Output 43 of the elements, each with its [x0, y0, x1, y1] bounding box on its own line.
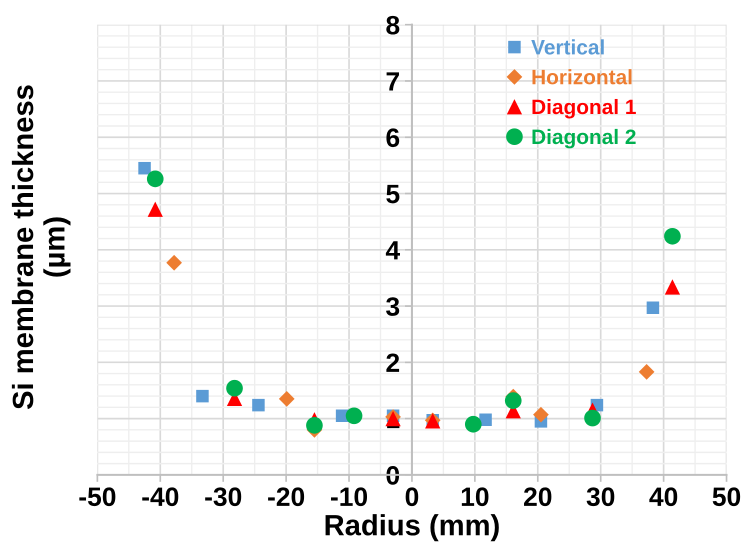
- y-tick-label: 6: [386, 128, 400, 148]
- y-axis-title: Si membrane thickness (µm): [12, 85, 71, 410]
- legend-label: Vertical: [531, 39, 604, 55]
- point: [306, 417, 323, 434]
- legend-label: Diagonal 2: [532, 128, 636, 148]
- legend-label: Horizontal: [532, 69, 632, 84]
- point: [252, 398, 265, 412]
- legend-label: Diagonal 1: [532, 98, 636, 118]
- point: [146, 170, 164, 188]
- x-tick-label: 40: [649, 487, 678, 506]
- point: [664, 228, 681, 245]
- x-tick-label: 30: [586, 487, 614, 506]
- point: [346, 407, 362, 424]
- x-axis-title: Radius (mm): [326, 514, 499, 542]
- y-tick-label: 7: [386, 72, 399, 91]
- point: [226, 380, 243, 397]
- x-tick-label: -20: [268, 487, 304, 506]
- point: [664, 279, 680, 295]
- point: [138, 162, 151, 174]
- x-tick-label: 50: [712, 487, 740, 506]
- x-tick-label: -30: [205, 487, 242, 506]
- x-tick-label: 20: [524, 487, 552, 506]
- x-tick-label: -40: [142, 487, 178, 506]
- point: [646, 302, 660, 314]
- x-tick-label: -10: [330, 487, 368, 506]
- x-tick-label: -50: [79, 487, 116, 506]
- point: [148, 202, 163, 217]
- point: [464, 416, 482, 433]
- y-tick-label: 5: [386, 184, 400, 204]
- x-tick-label: 0: [406, 487, 418, 506]
- point: [638, 364, 654, 380]
- point: [196, 390, 209, 402]
- point: [584, 410, 601, 426]
- y-tick-label: 2: [386, 353, 400, 372]
- point: [504, 392, 522, 409]
- y-tick-label: 3: [386, 297, 400, 316]
- point: [278, 391, 295, 407]
- point: [166, 254, 182, 271]
- y-tick-label: 8: [386, 16, 400, 35]
- y-tick-label: 4: [386, 241, 400, 260]
- x-tick-label: 10: [462, 487, 488, 506]
- point: [479, 413, 492, 426]
- point: [533, 406, 549, 423]
